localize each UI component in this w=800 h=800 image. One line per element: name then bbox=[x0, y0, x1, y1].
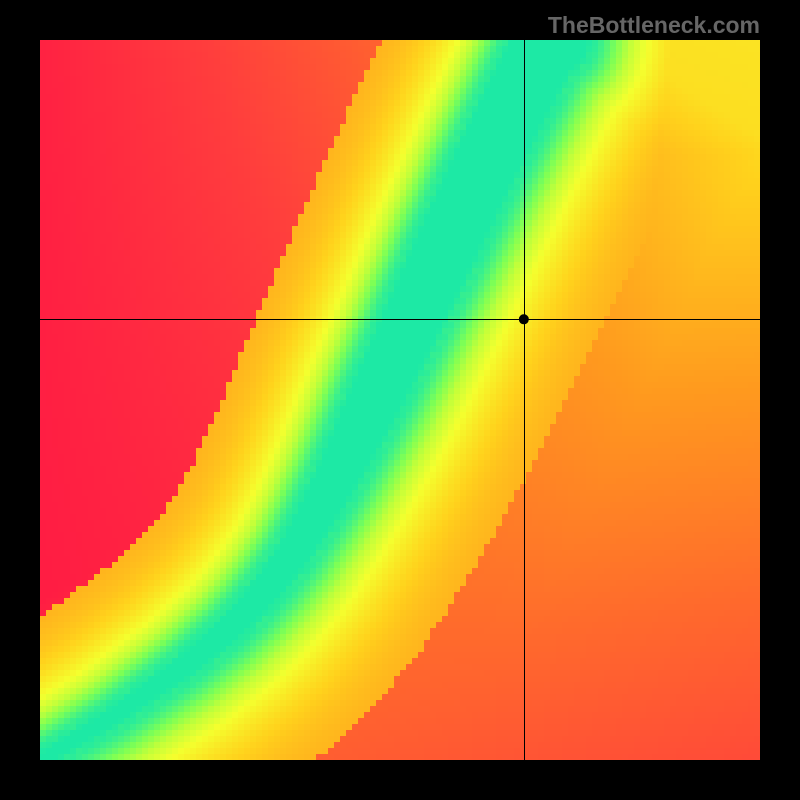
watermark-text: TheBottleneck.com bbox=[548, 12, 760, 39]
heatmap-canvas bbox=[40, 40, 760, 760]
chart-root: TheBottleneck.com bbox=[0, 0, 800, 800]
